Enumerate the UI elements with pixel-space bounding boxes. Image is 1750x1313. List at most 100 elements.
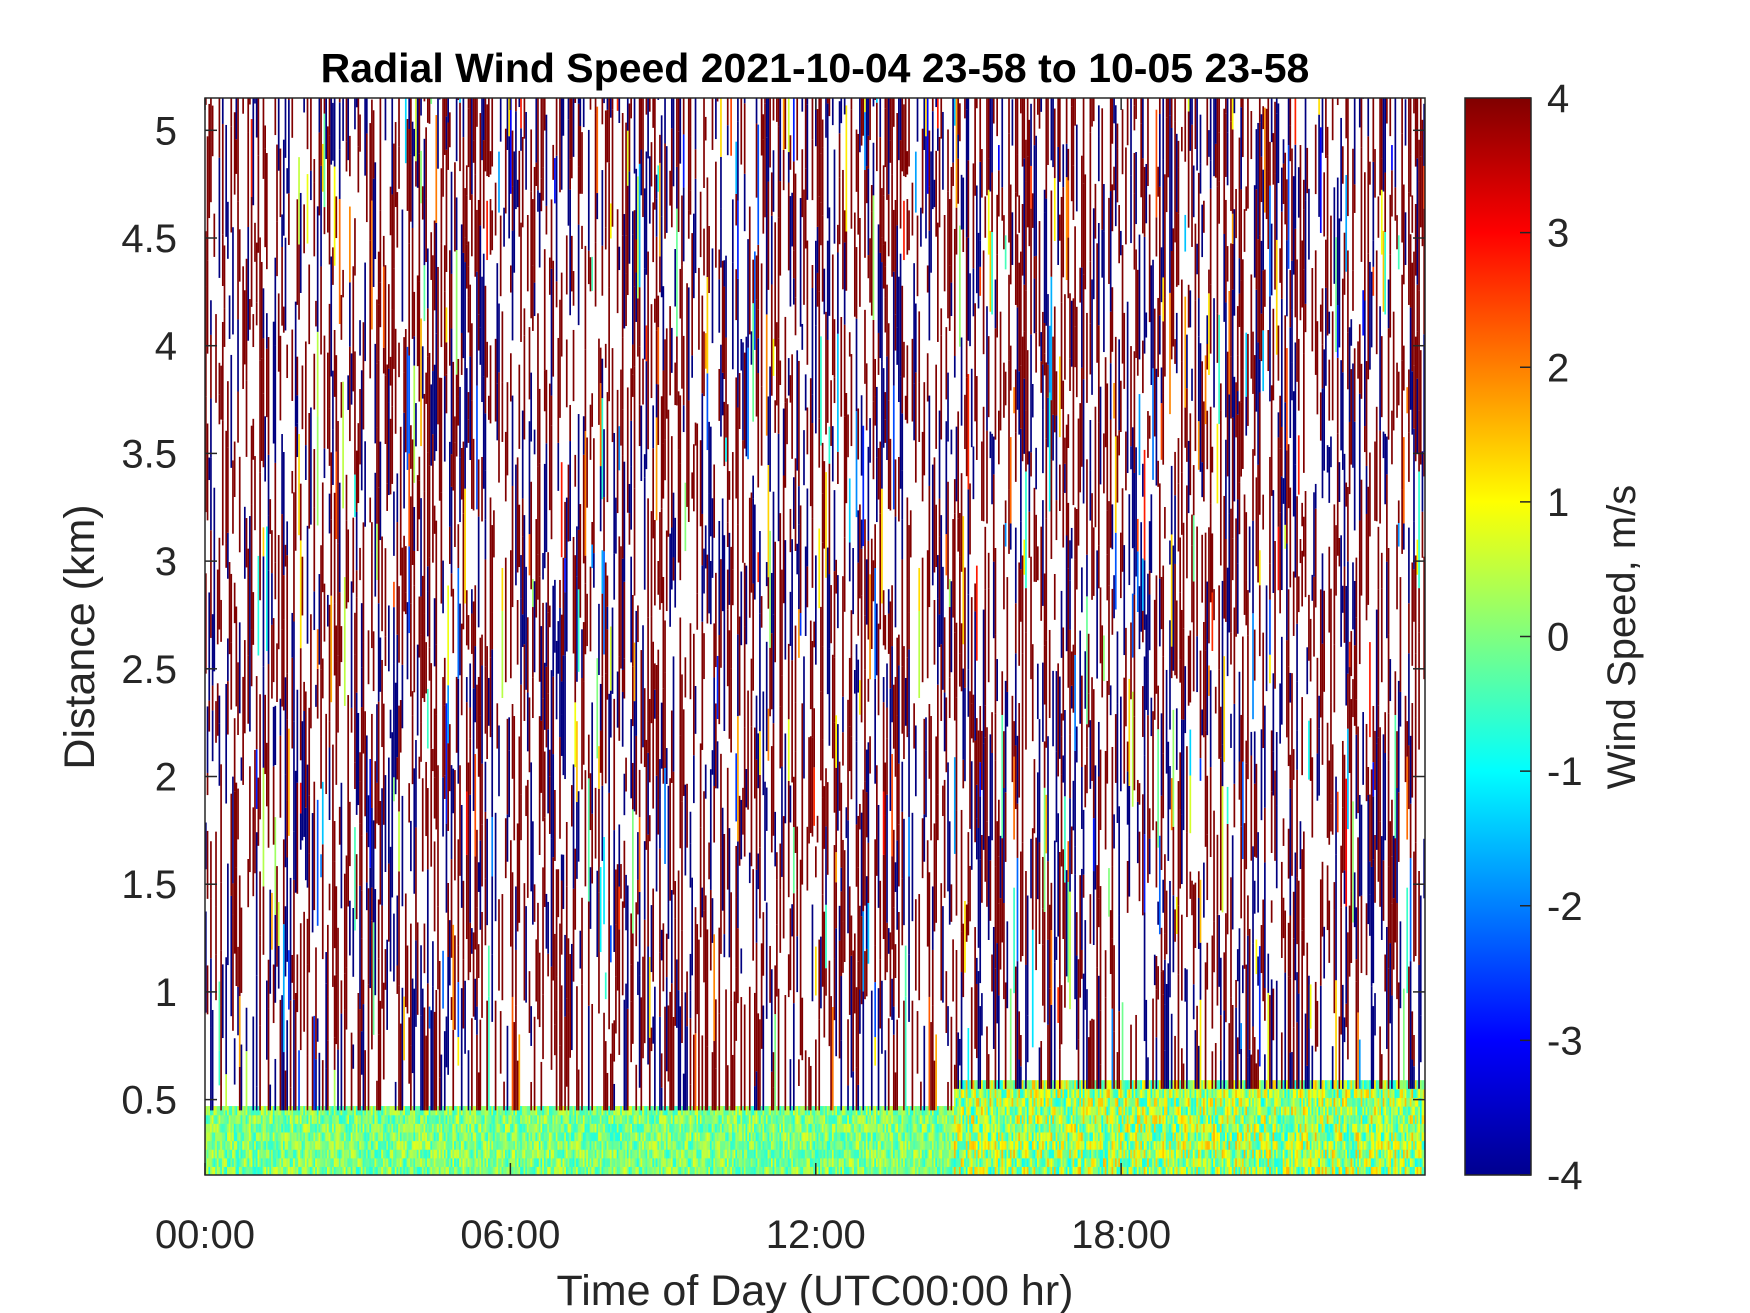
noise-streak (350, 1032, 353, 1111)
noise-streak (694, 178, 697, 274)
heat-cell (206, 1131, 209, 1142)
heat-cell (501, 1131, 504, 1142)
noise-streak (638, 404, 641, 447)
heat-cell (708, 1149, 711, 1159)
noise-streak (445, 1016, 448, 1068)
noise-streak (587, 1005, 590, 1111)
noise-streak (355, 692, 358, 815)
noise-streak (737, 928, 739, 1004)
noise-streak (489, 345, 492, 424)
noise-streak (764, 103, 766, 218)
noise-streak (328, 303, 331, 409)
heat-cell (796, 1131, 799, 1142)
noise-streak (760, 943, 763, 1023)
heat-cell (284, 1123, 287, 1133)
heat-cell (623, 1123, 626, 1133)
noise-streak (413, 507, 416, 551)
heat-cell (598, 1123, 601, 1133)
heat-cell (599, 1157, 603, 1167)
heat-cell (254, 1166, 257, 1175)
heat-cell (706, 1149, 709, 1159)
noise-streak (338, 98, 341, 103)
noise-streak (457, 839, 460, 946)
heat-cell (347, 1114, 350, 1124)
noise-streak (359, 389, 361, 465)
heat-cell (266, 1140, 269, 1150)
noise-streak (457, 678, 460, 784)
heat-cell (632, 1166, 635, 1175)
heat-cell (599, 1106, 603, 1116)
noise-streak (682, 187, 685, 262)
heat-cell (559, 1131, 562, 1142)
heat-cell (452, 1123, 455, 1133)
heat-cell (799, 1123, 803, 1133)
heat-cell (459, 1106, 462, 1116)
heat-cell (630, 1157, 633, 1167)
noise-streak (415, 98, 417, 162)
noise-streak (415, 827, 417, 941)
heat-cell (760, 1106, 764, 1116)
heat-cell (306, 1140, 309, 1150)
noise-streak (345, 474, 348, 521)
noise-streak (254, 222, 256, 262)
noise-streak (706, 1046, 709, 1111)
heat-cell (503, 1114, 506, 1124)
heat-cell (655, 1106, 659, 1116)
noise-streak (655, 417, 658, 521)
heat-cell (433, 1166, 437, 1175)
noise-streak (552, 585, 555, 677)
heat-cell (267, 1157, 270, 1167)
heat-cell (743, 1149, 747, 1159)
heat-cell (786, 1114, 789, 1124)
noise-streak (792, 776, 795, 827)
heat-cell (406, 1157, 409, 1167)
noise-streak (772, 338, 775, 376)
heat-cell (459, 1166, 462, 1175)
noise-streak (343, 973, 346, 1010)
heat-cell (272, 1157, 276, 1167)
heat-cell (765, 1123, 769, 1133)
noise-streak (740, 948, 743, 974)
noise-streak (379, 441, 382, 541)
heat-cell (506, 1106, 509, 1116)
heat-cell (501, 1123, 504, 1133)
heat-cell (740, 1149, 743, 1159)
heat-cell (679, 1123, 682, 1133)
heat-cell (479, 1131, 482, 1142)
heat-cell (235, 1157, 238, 1167)
heat-cell (735, 1157, 738, 1167)
heat-cell (560, 1131, 564, 1142)
noise-streak (623, 214, 626, 329)
heat-cell (213, 1123, 216, 1133)
heat-cell (338, 1166, 342, 1175)
noise-streak (604, 1041, 607, 1111)
heat-cell (537, 1140, 540, 1150)
heat-cell (411, 1131, 415, 1142)
heat-cell (555, 1106, 559, 1116)
noise-streak (798, 360, 800, 487)
noise-streak (550, 670, 553, 772)
noise-streak (220, 1005, 222, 1111)
noise-streak (277, 535, 280, 650)
heat-cell (603, 1166, 606, 1175)
noise-streak (376, 1080, 378, 1111)
heat-cell (523, 1149, 526, 1159)
heat-cell (421, 1166, 425, 1175)
heat-cell (626, 1106, 630, 1116)
noise-streak (604, 562, 607, 674)
noise-streak (779, 513, 782, 596)
noise-streak (487, 98, 490, 178)
heat-cell (455, 1114, 459, 1124)
noise-streak (765, 314, 768, 436)
heat-cell (808, 1157, 811, 1167)
noise-streak (498, 151, 500, 213)
heat-cell (386, 1114, 389, 1124)
heat-cell (618, 1149, 621, 1159)
noise-streak (254, 750, 256, 874)
noise-streak (687, 400, 690, 522)
noise-streak (413, 128, 416, 157)
heat-cell (796, 1157, 799, 1167)
noise-streak (206, 423, 209, 521)
heat-cell (809, 1106, 813, 1116)
noise-streak (208, 103, 211, 219)
